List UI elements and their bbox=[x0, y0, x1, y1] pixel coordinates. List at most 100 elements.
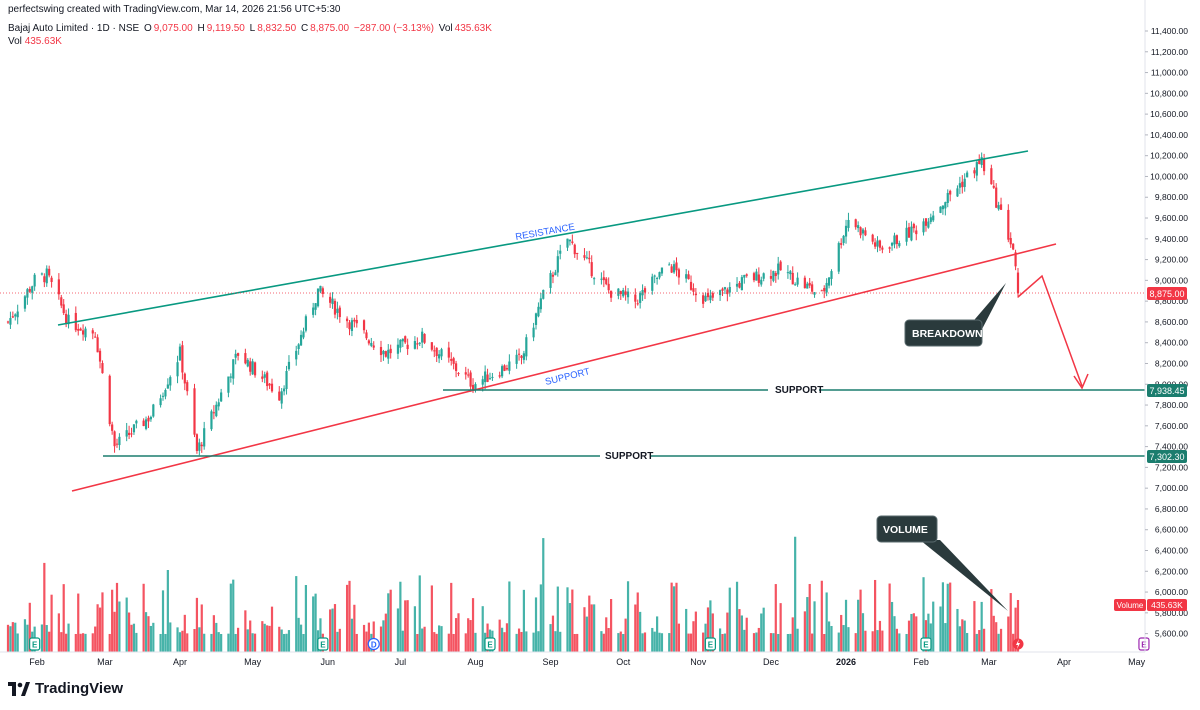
price-tick-label: 6,400.00 bbox=[1155, 546, 1188, 556]
volume-bar bbox=[108, 633, 111, 652]
volume-bar bbox=[6, 624, 10, 652]
candle-body bbox=[203, 428, 206, 447]
candle-body bbox=[382, 350, 385, 355]
candle-body bbox=[711, 293, 714, 298]
volume-tag-label: Volume bbox=[1117, 601, 1144, 610]
candle-body bbox=[808, 282, 811, 286]
volume-bar bbox=[830, 626, 833, 652]
candle-body bbox=[210, 411, 213, 430]
drawing-overlays: RESISTANCE SUPPORT SUPPORT SUPPORT BREAK… bbox=[0, 150, 1145, 611]
candle-body bbox=[283, 388, 286, 392]
candle-body bbox=[978, 160, 981, 165]
volume-bar bbox=[379, 626, 383, 652]
volume-bar bbox=[278, 626, 281, 652]
volume-bar bbox=[183, 614, 186, 652]
candle-body bbox=[517, 353, 521, 355]
volume-bar bbox=[333, 604, 337, 652]
volume-bar bbox=[551, 615, 555, 652]
volume-bar bbox=[348, 580, 351, 652]
price-tick-label: 9,000.00 bbox=[1155, 275, 1188, 285]
candle-body bbox=[312, 307, 315, 315]
volume-bar bbox=[355, 633, 358, 652]
volume-bar bbox=[624, 618, 627, 652]
candle-body bbox=[404, 336, 407, 343]
volume-bar bbox=[302, 633, 305, 652]
volume-bar bbox=[268, 625, 271, 652]
volume-bar bbox=[949, 582, 952, 652]
price-axis[interactable]: 11,400.00 11,200.00 11,000.00 10,800.00 10,6… bbox=[1144, 0, 1188, 652]
volume-bar bbox=[16, 633, 19, 652]
candle-body bbox=[471, 384, 475, 391]
volume-bar bbox=[96, 604, 99, 652]
volume-bar bbox=[873, 579, 877, 652]
projection-arrow[interactable] bbox=[1017, 274, 1083, 387]
candle-body bbox=[672, 264, 676, 273]
candle-body bbox=[796, 277, 799, 285]
volume-bar bbox=[760, 613, 763, 652]
symbol-legend[interactable]: Bajaj Auto Limited · 1D · NSE O 9,075.00 … bbox=[8, 23, 494, 34]
volume-bar bbox=[982, 628, 986, 652]
volume-bar bbox=[932, 601, 935, 652]
time-tick-label: Aug bbox=[467, 657, 483, 667]
candle-body bbox=[198, 442, 201, 451]
time-tick-label: May bbox=[244, 657, 262, 667]
candle-body bbox=[217, 402, 220, 407]
candle-body bbox=[413, 341, 417, 349]
earnings-marker-icon[interactable]: E bbox=[317, 637, 329, 651]
candle-body bbox=[200, 444, 203, 447]
candle-body bbox=[195, 434, 199, 451]
earnings-marker-icon[interactable]: E bbox=[920, 637, 932, 651]
volume-tag-value: 435.63K bbox=[1151, 600, 1183, 610]
volume-bar bbox=[503, 632, 506, 652]
candle-body bbox=[963, 178, 966, 187]
candle-body bbox=[338, 307, 341, 318]
tradingview-logo[interactable]: TradingView bbox=[8, 680, 123, 697]
earnings-marker-icon[interactable]: E bbox=[704, 637, 716, 651]
time-tick-label: Apr bbox=[1057, 657, 1071, 667]
candle-body bbox=[333, 300, 337, 315]
volume-callout[interactable] bbox=[876, 515, 938, 543]
volume-bar bbox=[626, 581, 630, 652]
symbol-name[interactable]: Bajaj Auto Limited · 1D · NSE bbox=[8, 23, 140, 34]
breakdown-callout[interactable] bbox=[904, 319, 983, 347]
volume-bar bbox=[193, 629, 196, 652]
time-tick-label: 2026 bbox=[836, 657, 856, 667]
volume-legend[interactable]: Vol 435.63K bbox=[8, 36, 62, 47]
candle-body bbox=[929, 217, 932, 222]
volume-bar bbox=[1009, 593, 1012, 652]
volume-bar bbox=[653, 631, 656, 652]
volume-bar bbox=[149, 625, 153, 652]
candle-body bbox=[912, 224, 915, 229]
dividend-marker-icon[interactable]: D bbox=[367, 637, 380, 651]
volume-bar bbox=[607, 628, 610, 652]
volume-bar bbox=[997, 633, 1000, 652]
candle-body bbox=[278, 391, 281, 401]
resistance-trendline[interactable] bbox=[57, 150, 1029, 326]
candle-body bbox=[738, 282, 741, 288]
svg-text:E: E bbox=[32, 641, 38, 650]
candle-body bbox=[16, 311, 19, 318]
support-trendline[interactable] bbox=[71, 243, 1057, 492]
volume-bar bbox=[939, 606, 942, 652]
candle-body bbox=[62, 304, 65, 314]
volume-bar bbox=[454, 618, 458, 652]
svg-text:D: D bbox=[371, 641, 377, 650]
volume-bar bbox=[297, 617, 300, 652]
alert-marker-icon[interactable] bbox=[1012, 638, 1024, 650]
earnings-marker-icon[interactable]: E bbox=[484, 637, 496, 651]
candle-body bbox=[789, 271, 792, 275]
earnings-marker-icon[interactable]: E bbox=[1138, 637, 1150, 651]
candle-body bbox=[457, 373, 460, 375]
volume-bar bbox=[9, 626, 12, 652]
candle-body bbox=[132, 424, 136, 433]
price-tick-label: 9,200.00 bbox=[1155, 255, 1188, 265]
volume-bar bbox=[910, 613, 913, 652]
volume-bar bbox=[345, 584, 349, 652]
candle-body bbox=[593, 278, 596, 280]
time-axis[interactable]: Feb Mar Apr May Jun Jul Aug Sep Oct Nov Dec 2026 Feb… bbox=[0, 651, 1146, 667]
candle-body bbox=[873, 242, 877, 247]
volume-bar bbox=[617, 633, 620, 652]
candle-body bbox=[147, 417, 150, 422]
earnings-marker-icon[interactable]: E bbox=[29, 637, 41, 651]
